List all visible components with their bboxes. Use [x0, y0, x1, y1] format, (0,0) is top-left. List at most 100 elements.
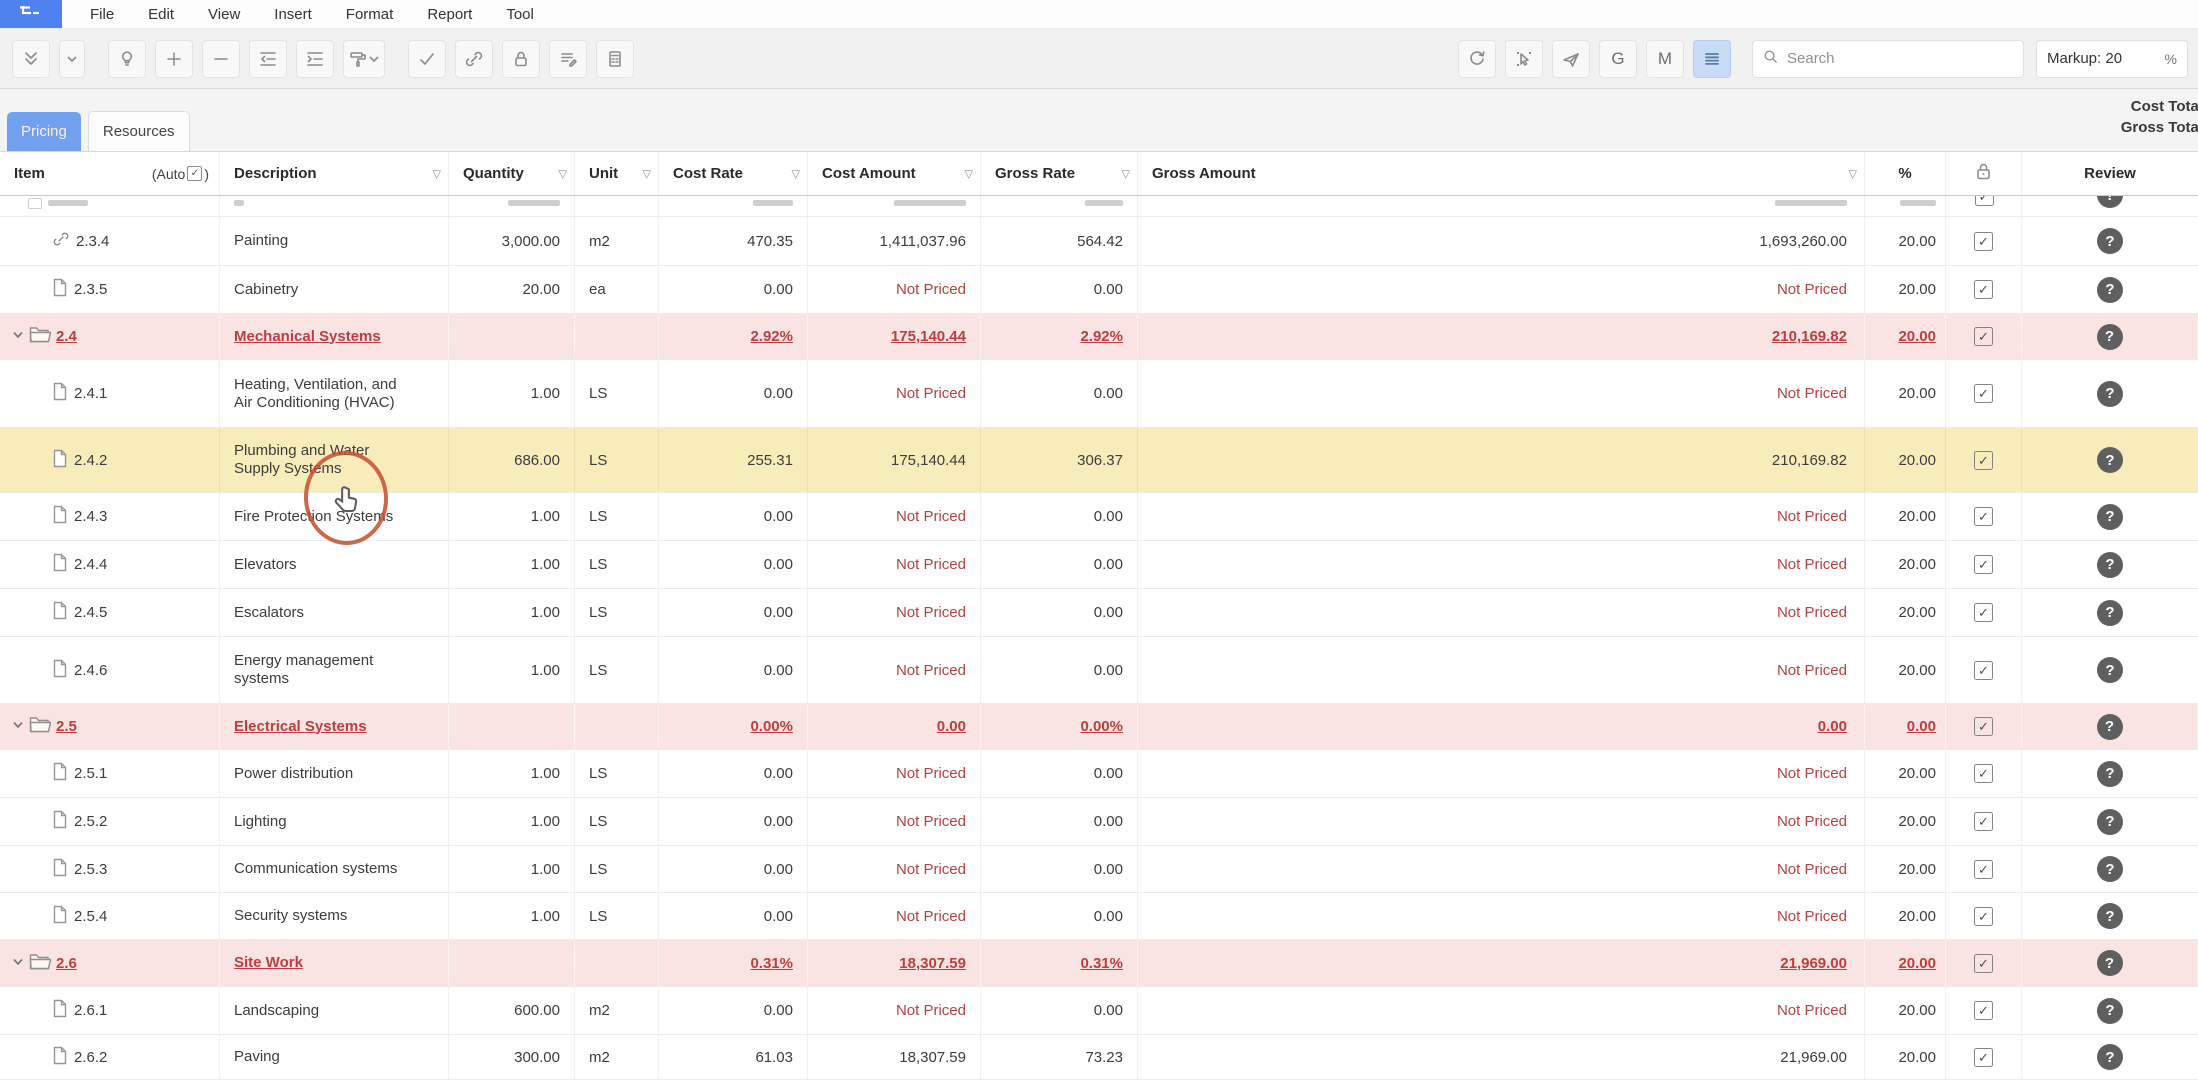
lock-checkbox[interactable]: ✓	[1975, 196, 1994, 206]
approve-button[interactable]	[408, 40, 446, 78]
row-density-button[interactable]	[1693, 40, 1731, 78]
cell-cost-amount[interactable]: Not Priced	[808, 987, 981, 1034]
lock-checkbox[interactable]: ✓	[1974, 603, 1993, 622]
cell-gross-amount[interactable]: Not Priced	[1138, 846, 1865, 892]
cell-description[interactable]: Elevators	[220, 541, 449, 588]
cell-item[interactable]: 2.6	[0, 940, 220, 986]
column-header-review[interactable]: Review	[2022, 152, 2198, 195]
cell-gross-amount[interactable]: 0.00	[1138, 704, 1865, 749]
format-painter-button[interactable]	[343, 40, 385, 78]
cell-percent[interactable]: 20.00	[1865, 987, 1946, 1034]
cell-cost-rate[interactable]: 0.00%	[659, 704, 808, 749]
column-header-gross-amount[interactable]: Gross Amount▽	[1138, 152, 1865, 195]
cell-cost-rate[interactable]: 470.35	[659, 217, 808, 265]
table-row-2.4.1[interactable]: 2.4.1Heating, Ventilation, and Air Condi…	[0, 360, 2198, 428]
cell-item[interactable]: 2.4.5	[0, 589, 220, 636]
cell-item[interactable]: 2.4.6	[0, 637, 220, 703]
indent-button[interactable]	[296, 40, 334, 78]
cell-cost-rate[interactable]: 0.00	[659, 266, 808, 313]
sort-dropdown-icon[interactable]: ▽	[1122, 167, 1130, 180]
cell-cost-amount[interactable]: 175,140.44	[808, 428, 981, 492]
review-button[interactable]: ?	[2097, 998, 2123, 1024]
menu-item-file[interactable]: File	[90, 6, 114, 23]
cell-description[interactable]: Cabinetry	[220, 266, 449, 313]
cell-gross-rate[interactable]: 0.00	[981, 360, 1138, 427]
cell-gross-amount[interactable]: Not Priced	[1138, 541, 1865, 588]
lock-button[interactable]	[502, 40, 540, 78]
lock-checkbox[interactable]: ✓	[1974, 507, 1993, 526]
cell-gross-rate[interactable]: 0.00	[981, 798, 1138, 845]
tab-pricing[interactable]: Pricing	[7, 112, 81, 151]
cell-cost-amount[interactable]: Not Priced	[808, 798, 981, 845]
link-button[interactable]	[455, 40, 493, 78]
cell-cost-amount[interactable]: Not Priced	[808, 893, 981, 939]
review-button[interactable]: ?	[2097, 950, 2123, 976]
cell-quantity[interactable]: 3,000.00	[449, 217, 575, 265]
cell-percent[interactable]: 20.00	[1865, 217, 1946, 265]
column-header-unit[interactable]: Unit▽	[575, 152, 659, 195]
sort-dropdown-icon[interactable]: ▽	[1849, 167, 1857, 180]
cell-quantity[interactable]: 1.00	[449, 360, 575, 427]
cell-quantity[interactable]: 1.00	[449, 798, 575, 845]
menu-item-report[interactable]: Report	[427, 6, 472, 23]
cell-cost-rate[interactable]: 0.00	[659, 360, 808, 427]
cell-unit[interactable]: LS	[575, 428, 659, 492]
cell-cost-rate[interactable]: 0.00	[659, 750, 808, 797]
cell-percent[interactable]: 20.00	[1865, 266, 1946, 313]
cell-cost-rate[interactable]: 0.00	[659, 987, 808, 1034]
cell-unit[interactable]	[575, 704, 659, 749]
review-button[interactable]: ?	[2097, 228, 2123, 254]
collapse-all-button[interactable]	[12, 40, 50, 78]
column-header-cost-amount[interactable]: Cost Amount▽	[808, 152, 981, 195]
cell-description[interactable]: Heating, Ventilation, and Air Conditioni…	[220, 360, 449, 427]
cell-gross-rate[interactable]: 0.00	[981, 589, 1138, 636]
sort-dropdown-icon[interactable]: ▽	[559, 167, 567, 180]
cell-cost-amount[interactable]: 175,140.44	[808, 314, 981, 359]
g-mode-button[interactable]: G	[1599, 40, 1637, 78]
lock-checkbox[interactable]: ✓	[1974, 907, 1993, 926]
table-row-2.4.6[interactable]: 2.4.6Energy management systems1.00LS0.00…	[0, 637, 2198, 704]
cell-item[interactable]: 2.5.3	[0, 846, 220, 892]
cell-description[interactable]: Escalators	[220, 589, 449, 636]
cell-quantity[interactable]: 1.00	[449, 893, 575, 939]
cell-item[interactable]: 2.5.4	[0, 893, 220, 939]
review-button[interactable]: ?	[2097, 552, 2123, 578]
remove-row-button[interactable]	[202, 40, 240, 78]
cell-unit[interactable]	[575, 314, 659, 359]
review-button[interactable]: ?	[2097, 381, 2123, 407]
send-button[interactable]	[1552, 40, 1590, 78]
cell-description[interactable]: Mechanical Systems	[220, 314, 449, 359]
add-row-button[interactable]	[155, 40, 193, 78]
cell-gross-rate[interactable]: 0.00	[981, 266, 1138, 313]
table-row-2.6.1[interactable]: 2.6.1Landscaping600.00m20.00Not Priced0.…	[0, 987, 2198, 1035]
sort-dropdown-icon[interactable]: ▽	[792, 167, 800, 180]
cell-cost-rate[interactable]: 2.92%	[659, 314, 808, 359]
cell-gross-amount[interactable]: Not Priced	[1138, 493, 1865, 540]
review-button[interactable]: ?	[2097, 504, 2123, 530]
cell-quantity[interactable]	[449, 314, 575, 359]
cell-cost-amount[interactable]: Not Priced	[808, 266, 981, 313]
cell-gross-amount[interactable]: 1,693,260.00	[1138, 217, 1865, 265]
cell-quantity[interactable]	[449, 704, 575, 749]
table-row-2.5.2[interactable]: 2.5.2Lighting1.00LS0.00Not Priced0.00Not…	[0, 798, 2198, 846]
cell-description[interactable]: Landscaping	[220, 987, 449, 1034]
cell-item[interactable]: 2.6.1	[0, 987, 220, 1034]
document-calculator-button[interactable]	[596, 40, 634, 78]
column-header-description[interactable]: Description▽	[220, 152, 449, 195]
cell-description[interactable]: Lighting	[220, 798, 449, 845]
idea-button[interactable]	[108, 40, 146, 78]
cell-percent[interactable]: 20.00	[1865, 493, 1946, 540]
review-button[interactable]: ?	[2097, 277, 2123, 303]
cell-percent[interactable]: 20.00	[1865, 589, 1946, 636]
cell-gross-rate[interactable]: 73.23	[981, 1035, 1138, 1079]
cell-quantity[interactable]: 20.00	[449, 266, 575, 313]
cell-quantity[interactable]: 600.00	[449, 987, 575, 1034]
select-mode-button[interactable]	[1505, 40, 1543, 78]
cell-gross-amount[interactable]: Not Priced	[1138, 987, 1865, 1034]
cell-gross-rate[interactable]: 0.00	[981, 846, 1138, 892]
cell-item[interactable]: 2.4.2	[0, 428, 220, 492]
cell-gross-rate[interactable]: 0.00	[981, 893, 1138, 939]
cell-description[interactable]: Plumbing and Water Supply Systems	[220, 428, 449, 492]
table-row-2.4.4[interactable]: 2.4.4Elevators1.00LS0.00Not Priced0.00No…	[0, 541, 2198, 589]
cell-unit[interactable]: m2	[575, 1035, 659, 1079]
